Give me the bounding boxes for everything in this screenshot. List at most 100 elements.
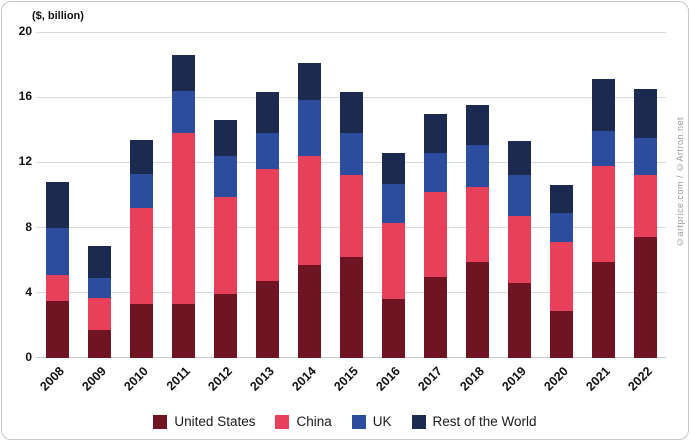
x-tick-label: 2015	[331, 364, 361, 394]
bar-2013	[255, 92, 279, 358]
bar-segment-rest-of-the-world	[213, 120, 237, 156]
y-tick-label: 12	[18, 154, 32, 169]
bar-segment-united-states	[507, 283, 531, 358]
x-tick-label: 2013	[247, 364, 277, 394]
bar-segment-china	[213, 196, 237, 295]
x-tick-label: 2017	[415, 364, 445, 394]
bar-segment-united-states	[339, 256, 363, 358]
bar-segment-uk	[339, 133, 363, 176]
bar-segment-uk	[171, 90, 195, 134]
bar-segment-rest-of-the-world	[465, 105, 489, 145]
bar-segment-china	[255, 168, 279, 282]
bar-2008	[45, 181, 69, 358]
bar-segment-rest-of-the-world	[87, 245, 111, 279]
bar-segment-uk	[591, 131, 615, 166]
bar-segment-united-states	[633, 237, 657, 358]
x-tick-label: 2022	[625, 364, 655, 394]
legend-swatch	[275, 414, 290, 429]
bar-segment-china	[465, 186, 489, 262]
bar-segment-china	[171, 133, 195, 305]
bar-segment-rest-of-the-world	[633, 89, 657, 138]
bar-segment-china	[549, 242, 573, 311]
bar-segment-uk	[255, 133, 279, 169]
bar-segment-united-states	[87, 330, 111, 358]
legend-item-uk: UK	[351, 414, 392, 429]
bar-segment-rest-of-the-world	[129, 139, 153, 174]
bar-segment-china	[423, 191, 447, 277]
bar-segment-china	[297, 155, 321, 266]
legend: United States China UK Rest of the World	[2, 414, 688, 429]
bar-2015	[339, 92, 363, 358]
legend-swatch	[153, 414, 168, 429]
legend-item-united-states: United States	[153, 414, 255, 429]
bar-segment-uk	[381, 183, 405, 223]
bar-segment-china	[591, 165, 615, 262]
bar-segment-uk	[423, 152, 447, 192]
bar-segment-uk	[45, 227, 69, 275]
bar-2009	[87, 245, 111, 358]
bar-segment-united-states	[255, 281, 279, 358]
y-axis-title: ($, billion)	[32, 10, 84, 22]
legend-swatch	[411, 414, 426, 429]
bar-segment-rest-of-the-world	[45, 181, 69, 228]
legend-label: Rest of the World	[432, 414, 537, 429]
bar-segment-uk	[129, 173, 153, 209]
x-tick-label: 2010	[121, 364, 151, 394]
x-tick-label: 2011	[163, 364, 193, 394]
watermark: ©artprice.com / ©Artron.net	[675, 117, 685, 248]
bar-segment-uk	[633, 137, 657, 176]
bar-segment-united-states	[591, 261, 615, 358]
bar-segment-uk	[87, 278, 111, 298]
bar-segment-united-states	[465, 261, 489, 358]
bar-segment-united-states	[381, 299, 405, 358]
bar-segment-uk	[213, 155, 237, 197]
bar-segment-united-states	[213, 294, 237, 358]
y-tick-label: 20	[18, 24, 32, 38]
bar-2018	[465, 105, 489, 358]
bar-2017	[423, 113, 447, 358]
x-tick-label: 2009	[79, 364, 109, 394]
bar-segment-uk	[465, 144, 489, 187]
y-tick-label: 4	[25, 284, 32, 299]
y-tick-label: 16	[18, 89, 32, 104]
bar-segment-uk	[507, 175, 531, 217]
x-tick-label: 2012	[205, 364, 235, 394]
x-tick-label: 2021	[583, 364, 613, 394]
bar-segment-uk	[549, 212, 573, 243]
bar-2012	[213, 120, 237, 358]
bar-segment-rest-of-the-world	[297, 63, 321, 101]
legend-label: China	[296, 414, 332, 429]
legend-swatch	[351, 414, 366, 429]
legend-item-china: China	[275, 414, 332, 429]
gridline	[36, 31, 666, 33]
bar-2016	[381, 152, 405, 358]
bar-2011	[171, 54, 195, 358]
bar-segment-rest-of-the-world	[381, 152, 405, 184]
bar-segment-united-states	[549, 310, 573, 358]
bar-segment-china	[87, 297, 111, 331]
legend-item-rest-of-the-world: Rest of the World	[411, 414, 537, 429]
bar-segment-united-states	[45, 300, 69, 358]
bar-segment-uk	[297, 100, 321, 156]
x-tick-label: 2016	[373, 364, 403, 394]
bar-segment-rest-of-the-world	[171, 54, 195, 91]
bar-segment-rest-of-the-world	[549, 185, 573, 213]
x-tick-label: 2014	[289, 364, 319, 394]
bar-segment-china	[45, 274, 69, 301]
x-tick-label: 2018	[457, 364, 487, 394]
bar-segment-china	[339, 175, 363, 257]
bar-segment-united-states	[171, 304, 195, 358]
bar-segment-china	[129, 208, 153, 305]
y-tick-label: 8	[25, 219, 32, 234]
bar-segment-rest-of-the-world	[339, 92, 363, 134]
bar-2022	[633, 89, 657, 358]
bar-segment-china	[507, 216, 531, 284]
x-tick-label: 2019	[499, 364, 529, 394]
bar-2021	[591, 79, 615, 358]
plot-area: 0 4 8 12 16 20 2008 2009 2010 2011 2012 2013 2014 201…	[19, 25, 666, 394]
bar-segment-rest-of-the-world	[507, 141, 531, 176]
bar-2019	[507, 141, 531, 358]
bar-segment-united-states	[423, 276, 447, 358]
bar-segment-rest-of-the-world	[591, 79, 615, 132]
